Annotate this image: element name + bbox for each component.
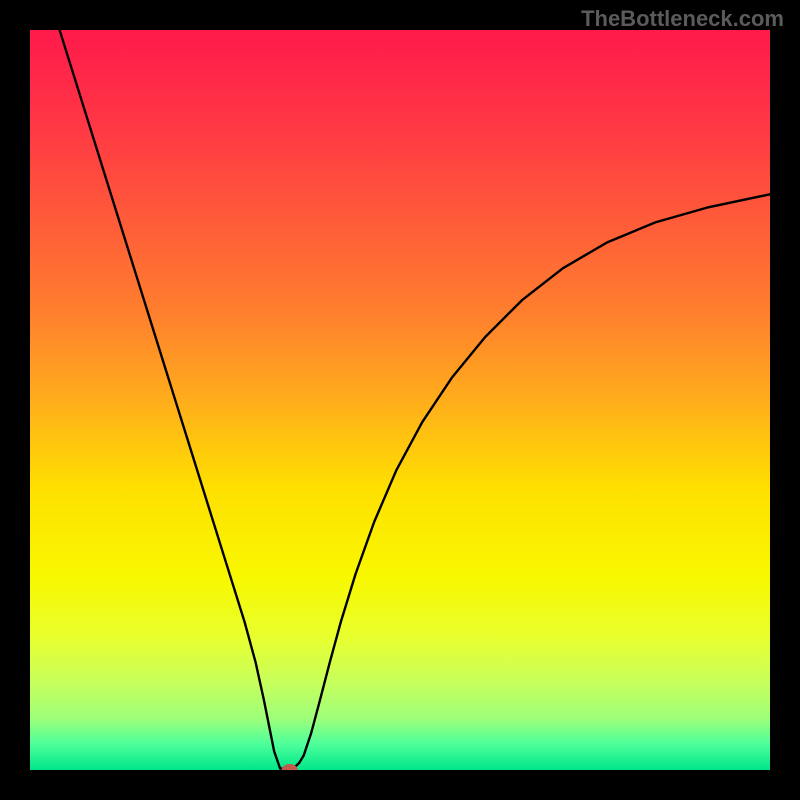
- frame-left: [0, 0, 30, 800]
- bottleneck-chart: [0, 0, 800, 800]
- gradient-background: [30, 30, 770, 770]
- frame-right: [770, 0, 800, 800]
- frame-bottom: [0, 770, 800, 800]
- frame-top: [0, 0, 800, 30]
- chart-root: { "watermark": { "text": "TheBottleneck.…: [0, 0, 800, 800]
